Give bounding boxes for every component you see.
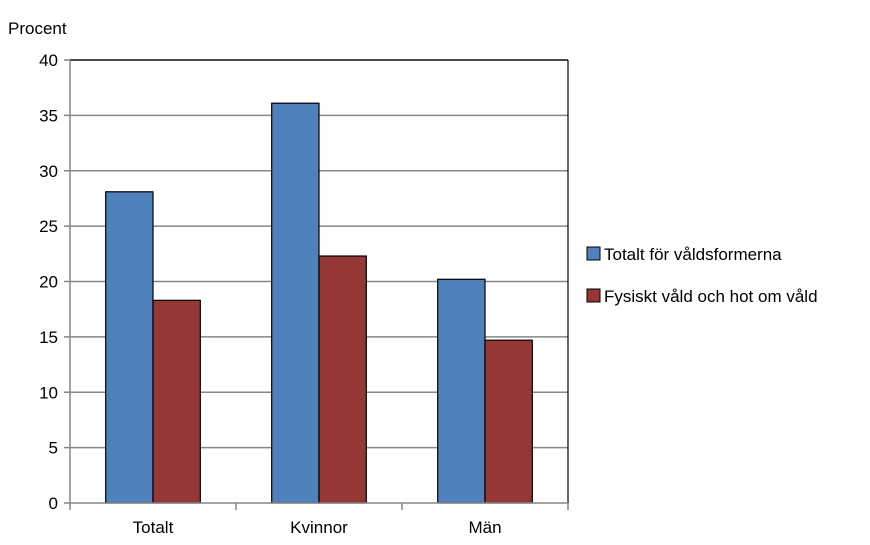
bar xyxy=(152,299,201,504)
axes: 0 5 10 15 20 25 30 35 40 Totalt Kvinnor Män xyxy=(39,51,569,537)
legend: Totalt för våldsformerna Fysiskt våld och… xyxy=(586,245,818,306)
y-tick-label: 5 xyxy=(49,439,58,458)
x-tick-label: Kvinnor xyxy=(290,518,348,537)
x-tick-label: Totalt xyxy=(133,518,174,537)
bar xyxy=(318,255,367,504)
y-tick-label: 30 xyxy=(39,162,58,181)
legend-swatch xyxy=(586,246,601,261)
y-tick-label: 10 xyxy=(39,383,58,402)
legend-swatch xyxy=(586,288,601,303)
y-axis-title: Procent xyxy=(8,19,67,38)
y-tick-label: 40 xyxy=(39,51,58,70)
bar xyxy=(484,339,533,504)
y-tick-label: 35 xyxy=(39,106,58,125)
y-tick-label: 20 xyxy=(39,273,58,292)
x-tick-label: Män xyxy=(468,518,501,537)
bar xyxy=(437,278,486,504)
bar xyxy=(271,102,320,504)
legend-label: Fysiskt våld och hot om våld xyxy=(604,287,818,306)
bars xyxy=(105,102,533,504)
y-tick-label: 25 xyxy=(39,217,58,236)
y-tick-label: 15 xyxy=(39,328,58,347)
y-tick-label: 0 xyxy=(49,494,58,513)
legend-label: Totalt för våldsformerna xyxy=(604,245,782,264)
bar xyxy=(105,191,154,504)
